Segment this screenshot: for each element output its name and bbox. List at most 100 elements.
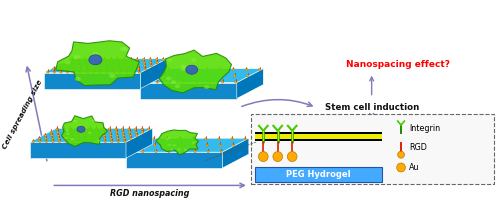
Circle shape xyxy=(219,68,222,71)
Circle shape xyxy=(181,74,184,77)
Circle shape xyxy=(116,58,118,61)
Circle shape xyxy=(181,150,183,153)
Circle shape xyxy=(168,74,170,77)
Circle shape xyxy=(84,134,86,136)
Circle shape xyxy=(130,61,132,64)
Circle shape xyxy=(180,68,182,71)
Circle shape xyxy=(102,128,104,130)
Circle shape xyxy=(118,64,120,67)
Polygon shape xyxy=(222,138,249,168)
Circle shape xyxy=(76,128,78,130)
FancyBboxPatch shape xyxy=(255,167,382,182)
Ellipse shape xyxy=(168,137,171,139)
Ellipse shape xyxy=(74,55,80,59)
Circle shape xyxy=(149,58,152,61)
Polygon shape xyxy=(30,142,126,158)
Circle shape xyxy=(90,61,93,64)
Circle shape xyxy=(220,150,222,153)
Ellipse shape xyxy=(64,60,70,64)
Circle shape xyxy=(105,68,108,70)
Ellipse shape xyxy=(122,47,128,51)
Circle shape xyxy=(117,140,119,143)
Ellipse shape xyxy=(92,52,98,56)
Ellipse shape xyxy=(166,77,172,80)
Circle shape xyxy=(53,71,56,73)
Circle shape xyxy=(78,140,80,143)
Circle shape xyxy=(88,128,91,130)
Circle shape xyxy=(128,150,131,153)
Circle shape xyxy=(66,71,68,73)
Circle shape xyxy=(218,138,220,140)
Circle shape xyxy=(136,134,138,136)
Circle shape xyxy=(80,71,82,73)
Ellipse shape xyxy=(66,133,70,135)
Circle shape xyxy=(169,81,172,83)
Ellipse shape xyxy=(184,149,187,151)
Circle shape xyxy=(97,137,100,140)
Circle shape xyxy=(234,74,236,77)
Circle shape xyxy=(110,134,112,136)
Circle shape xyxy=(244,138,246,140)
Circle shape xyxy=(129,134,132,136)
Circle shape xyxy=(110,140,113,143)
Circle shape xyxy=(168,150,170,153)
Polygon shape xyxy=(156,130,198,155)
Polygon shape xyxy=(62,116,108,147)
Circle shape xyxy=(142,150,144,153)
Circle shape xyxy=(207,150,210,153)
Circle shape xyxy=(144,68,146,70)
Circle shape xyxy=(102,131,105,133)
Circle shape xyxy=(83,131,85,133)
Circle shape xyxy=(52,68,55,70)
Circle shape xyxy=(232,68,234,71)
Circle shape xyxy=(162,58,164,61)
Circle shape xyxy=(246,74,249,77)
Ellipse shape xyxy=(178,148,180,150)
Circle shape xyxy=(96,134,99,136)
Circle shape xyxy=(64,134,66,136)
Circle shape xyxy=(96,131,98,133)
Ellipse shape xyxy=(120,47,126,51)
Circle shape xyxy=(52,140,54,143)
Circle shape xyxy=(130,58,132,61)
Circle shape xyxy=(124,140,126,143)
Circle shape xyxy=(90,134,92,136)
Circle shape xyxy=(196,81,198,83)
Ellipse shape xyxy=(89,55,102,65)
Circle shape xyxy=(116,131,118,133)
Ellipse shape xyxy=(109,74,116,78)
Circle shape xyxy=(193,68,196,71)
Circle shape xyxy=(152,138,155,140)
Circle shape xyxy=(56,131,59,133)
Circle shape xyxy=(104,61,106,64)
Circle shape xyxy=(208,81,211,83)
Circle shape xyxy=(124,68,127,70)
Circle shape xyxy=(104,140,106,143)
Circle shape xyxy=(38,140,41,143)
Circle shape xyxy=(92,64,94,67)
Circle shape xyxy=(64,61,67,64)
Circle shape xyxy=(132,71,134,73)
Circle shape xyxy=(122,134,125,136)
Circle shape xyxy=(109,131,112,133)
Polygon shape xyxy=(44,59,167,73)
Circle shape xyxy=(180,144,182,146)
Circle shape xyxy=(46,140,48,143)
Ellipse shape xyxy=(88,132,92,134)
Polygon shape xyxy=(237,69,264,99)
Polygon shape xyxy=(126,138,249,152)
Circle shape xyxy=(98,68,101,70)
Circle shape xyxy=(143,81,146,83)
Circle shape xyxy=(138,68,140,70)
Circle shape xyxy=(396,163,406,172)
Circle shape xyxy=(273,152,282,162)
Circle shape xyxy=(51,137,54,140)
Circle shape xyxy=(122,128,124,130)
Circle shape xyxy=(65,140,68,143)
Ellipse shape xyxy=(92,119,96,122)
Circle shape xyxy=(78,137,80,140)
Circle shape xyxy=(97,61,100,64)
Circle shape xyxy=(92,68,94,70)
Circle shape xyxy=(143,61,146,64)
Circle shape xyxy=(131,68,134,70)
